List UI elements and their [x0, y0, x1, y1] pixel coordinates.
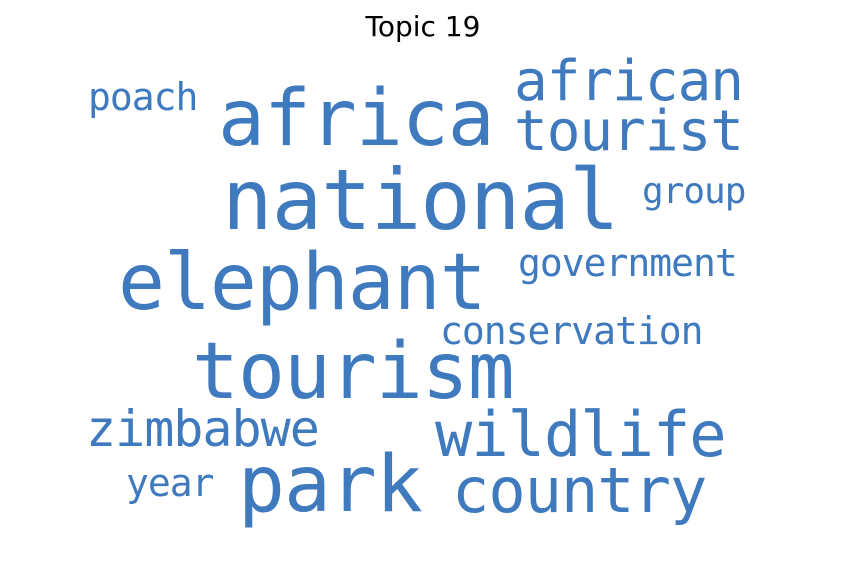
word-poach: poach: [88, 75, 198, 119]
word-group: group: [642, 171, 746, 212]
figure-title: Topic 19: [365, 10, 481, 43]
word-african: african: [514, 49, 744, 114]
word-wildlife: wildlife: [435, 398, 727, 471]
word-government: government: [518, 241, 738, 285]
word-park: park: [238, 440, 423, 530]
word-elephant: elephant: [118, 238, 487, 328]
word-country: country: [452, 454, 707, 527]
word-tourism: tourism: [192, 327, 515, 417]
word-national: national: [222, 151, 620, 249]
word-africa: africa: [218, 74, 495, 164]
word-tourist: tourist: [514, 99, 744, 164]
word-year: year: [126, 461, 215, 505]
word-zimbabwe: zimbabwe: [86, 400, 320, 458]
word-conservation: conservation: [440, 309, 704, 353]
